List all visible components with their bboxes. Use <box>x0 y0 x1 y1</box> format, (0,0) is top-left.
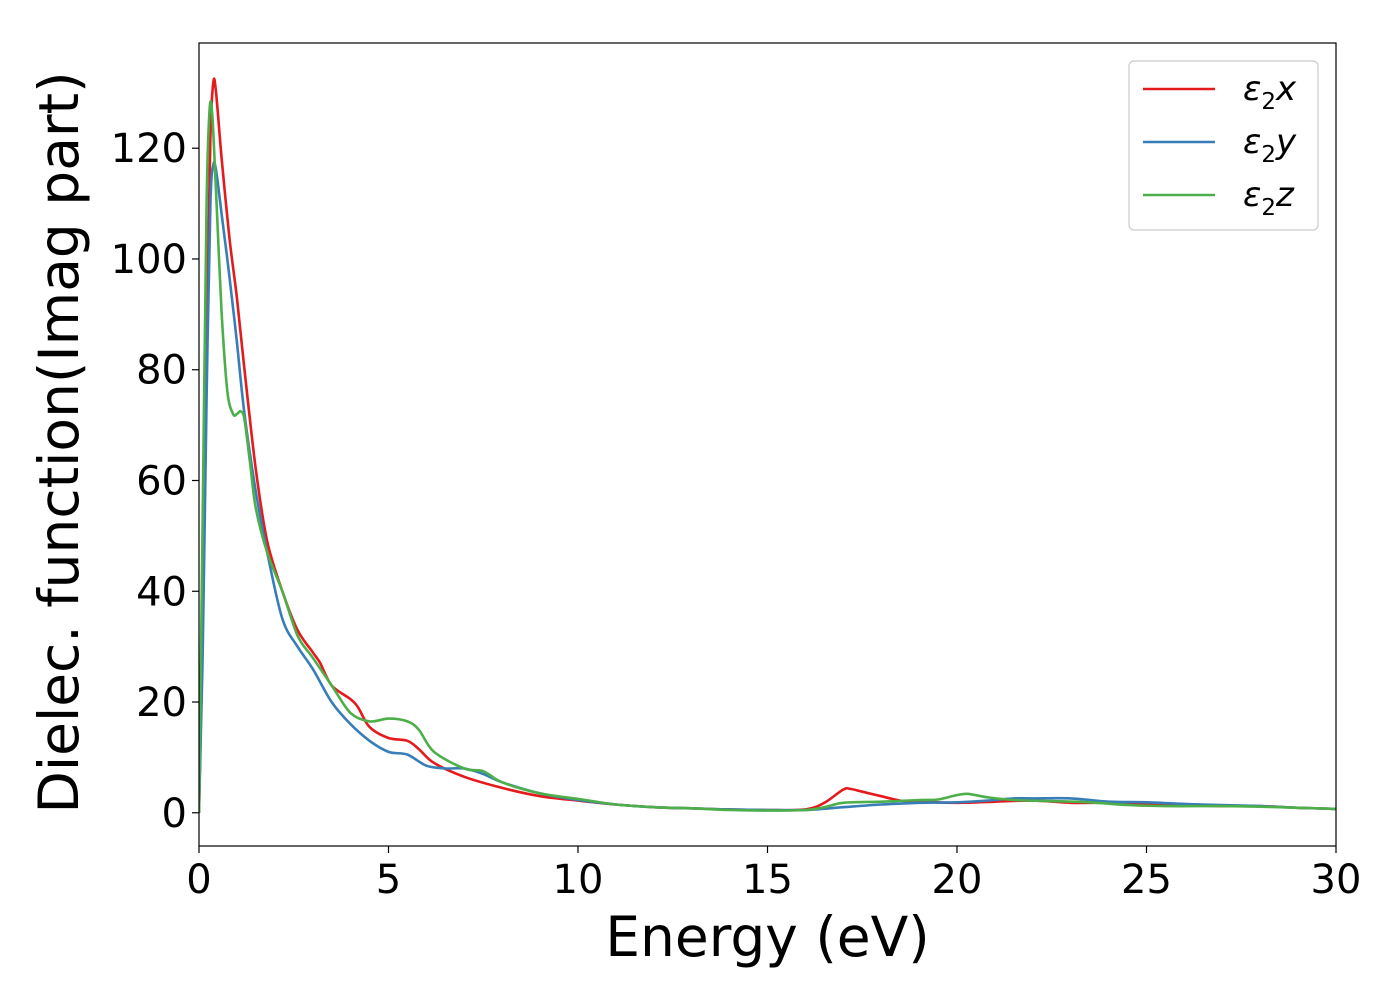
legend: ε2x ε2y ε2z <box>1128 60 1319 231</box>
y-tick-label: 20 <box>136 680 187 726</box>
x-tick-label: 10 <box>553 857 604 903</box>
ticks-layer: 0 5 10 15 20 25 30 0 20 40 60 80 100 120 <box>111 126 1362 903</box>
x-tick-label: 30 <box>1311 857 1362 903</box>
y-tick-label: 40 <box>136 569 187 615</box>
y-tick-label: 80 <box>136 348 187 394</box>
x-tick-label: 20 <box>932 857 983 903</box>
series-line-x <box>199 77 1336 813</box>
x-tick-label: 15 <box>742 857 793 903</box>
y-tick-label: 100 <box>111 237 187 283</box>
legend-label-z: ε2z <box>1243 175 1295 221</box>
legend-label-x: ε2x <box>1243 69 1297 115</box>
y-tick-label: 120 <box>111 126 187 172</box>
y-tick-label: 60 <box>136 458 187 504</box>
x-tick-label: 25 <box>1121 857 1172 903</box>
legend-box <box>1128 60 1319 231</box>
series-line-y <box>199 160 1336 813</box>
x-tick-label: 0 <box>186 857 211 903</box>
legend-label-y: ε2y <box>1243 122 1297 168</box>
series-layer <box>199 77 1336 813</box>
series-line-z <box>199 100 1336 813</box>
y-tick-label: 0 <box>162 791 187 837</box>
y-axis-title: Dielec. function(Imag part) <box>27 71 91 813</box>
x-tick-label: 5 <box>376 857 401 903</box>
x-axis-title: Energy (eV) <box>605 905 929 969</box>
